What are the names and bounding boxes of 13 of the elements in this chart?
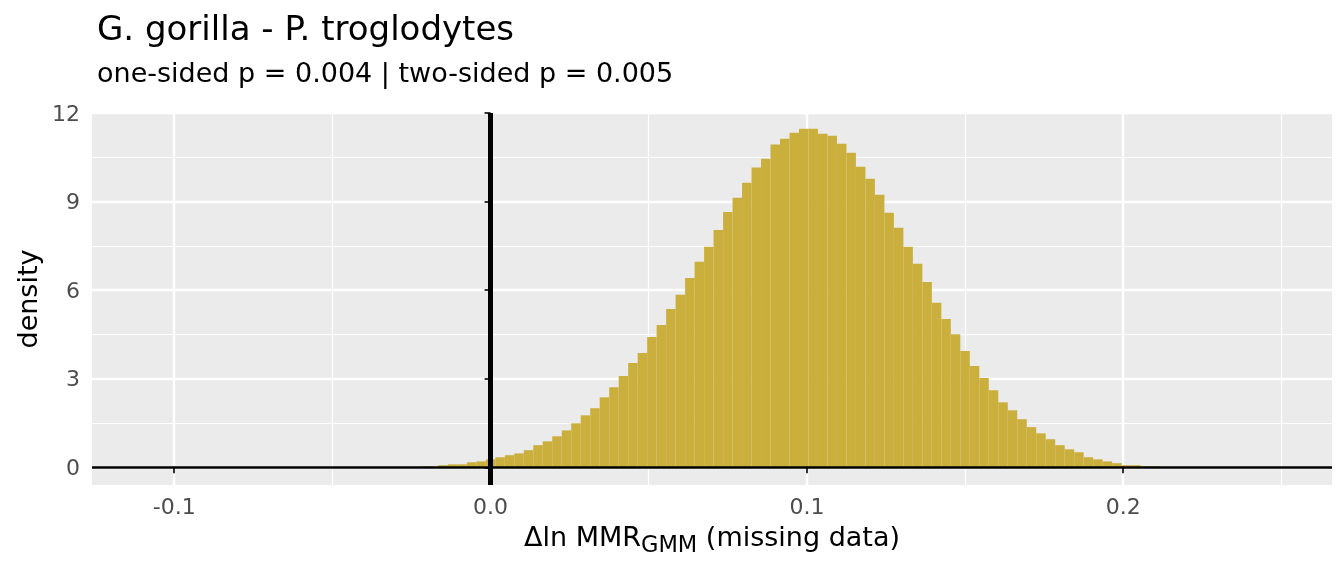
chart-subtitle: one-sided p = 0.004 | two-sided p = 0.005 (97, 57, 674, 89)
y-tick-label: 3 (66, 366, 80, 392)
y-tick-label: 0 (66, 454, 80, 480)
x-tick-label: 0.0 (473, 493, 509, 519)
x-tick-label: 0.1 (789, 493, 825, 519)
y-tick-label: 6 (66, 277, 80, 303)
x-tick-label: 0.2 (1105, 493, 1141, 519)
y-axis-title: density (12, 249, 44, 349)
y-tick-label: 12 (52, 100, 80, 126)
x-axis-title: Δln MMR$_{GMM}$ (missing data) (522, 521, 901, 560)
x-tick-label: -0.1 (152, 493, 196, 519)
y-tick-label: 9 (66, 189, 80, 215)
chart-title: G. gorilla - P. troglodytes (97, 8, 515, 48)
